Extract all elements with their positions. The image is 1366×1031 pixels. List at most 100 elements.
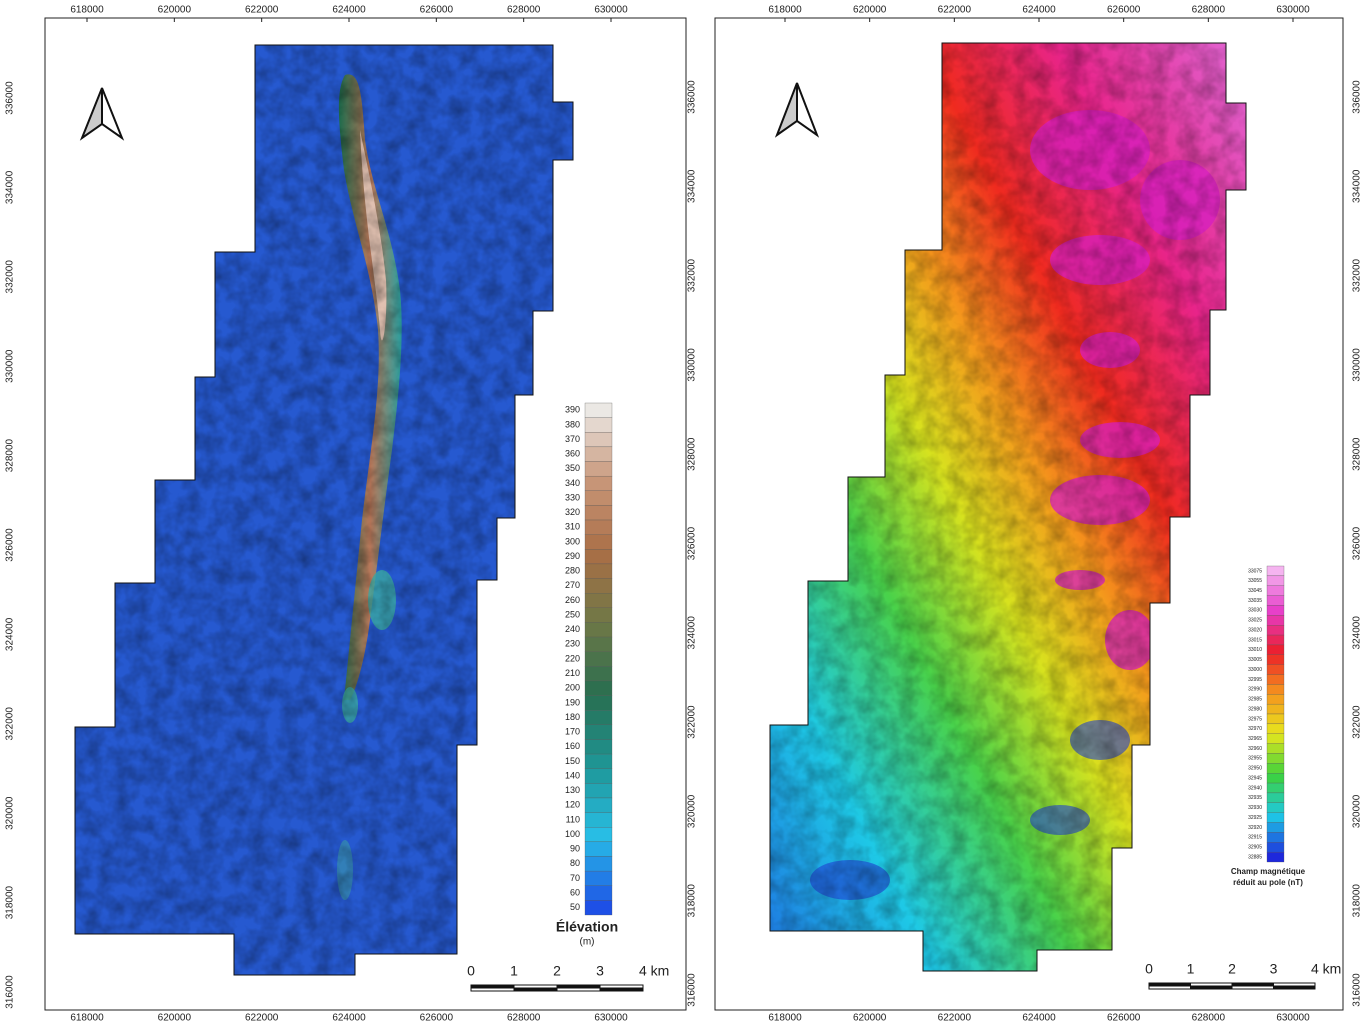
legend-swatch xyxy=(584,432,613,448)
scale-label: 0 xyxy=(1145,961,1153,977)
y-tick-label: 326000 xyxy=(1352,526,1363,560)
x-tick-label: 622000 xyxy=(938,5,972,16)
y-tick-label: 322000 xyxy=(687,705,698,739)
legend-label: 160 xyxy=(565,741,580,751)
x-tick-label: 626000 xyxy=(1107,5,1141,16)
legend-label: 260 xyxy=(565,595,580,605)
y-tick-label: 324000 xyxy=(1352,616,1363,650)
legend-label: 32945 xyxy=(1248,775,1262,781)
legend-swatch xyxy=(584,578,613,594)
x-tick-label: 626000 xyxy=(1107,1013,1141,1024)
y-tick-label: 316000 xyxy=(1352,973,1363,1007)
scale-label: 0 xyxy=(467,963,475,979)
legend-label: 120 xyxy=(565,800,580,810)
legend-label: 32970 xyxy=(1248,726,1262,732)
legend-swatch xyxy=(1266,694,1285,705)
y-tick-label: 334000 xyxy=(687,169,698,203)
y-tick-label: 326000 xyxy=(5,528,16,562)
y-tick-label: 322000 xyxy=(5,707,16,741)
y-tick-label: 328000 xyxy=(1352,437,1363,471)
legend-label: 33025 xyxy=(1248,618,1262,624)
legend-swatch xyxy=(584,402,613,418)
legend-label: 330 xyxy=(565,492,580,502)
x-tick-label: 628000 xyxy=(1192,5,1226,16)
legend-swatch xyxy=(1266,684,1285,695)
legend-swatch xyxy=(1266,743,1285,754)
x-tick-label: 630000 xyxy=(1276,5,1310,16)
legend-title: réduit au pole (nT) xyxy=(1233,878,1303,887)
legend-swatch xyxy=(1266,802,1285,813)
legend-label: 380 xyxy=(565,419,580,429)
x-tick-label: 628000 xyxy=(1192,1013,1226,1024)
legend-swatch xyxy=(584,900,613,916)
legend-label: 190 xyxy=(565,697,580,707)
legend-label: 140 xyxy=(565,770,580,780)
legend-label: 32930 xyxy=(1248,805,1262,811)
legend-label: 33075 xyxy=(1248,568,1262,574)
legend-swatch xyxy=(584,446,613,462)
legend-swatch xyxy=(1266,753,1285,764)
scale-label: 1 xyxy=(1187,961,1195,977)
survey-outline xyxy=(74,44,574,976)
scale-label: 3 xyxy=(596,963,604,979)
legend-swatch xyxy=(1266,644,1285,655)
legend-unit: (m) xyxy=(580,937,595,948)
legend-label: 360 xyxy=(565,449,580,459)
legend-swatch xyxy=(1266,625,1285,636)
y-tick-label: 336000 xyxy=(687,80,698,114)
x-tick-label: 626000 xyxy=(420,1013,454,1024)
legend-label: 250 xyxy=(565,609,580,619)
legend-label: 350 xyxy=(565,463,580,473)
x-tick-label: 622000 xyxy=(245,1013,279,1024)
x-tick-label: 618000 xyxy=(768,1013,802,1024)
x-tick-label: 620000 xyxy=(853,5,887,16)
legend-swatch xyxy=(584,549,613,565)
y-tick-label: 318000 xyxy=(687,884,698,918)
legend-label: 100 xyxy=(565,829,580,839)
scale-label: 2 xyxy=(1228,961,1236,977)
legend-swatch xyxy=(1266,634,1285,646)
x-tick-label: 622000 xyxy=(245,5,279,16)
scale-label: 4 km xyxy=(639,963,669,979)
legend-swatch xyxy=(1266,851,1285,863)
y-tick-label: 330000 xyxy=(687,348,698,382)
legend-label: 70 xyxy=(570,873,580,883)
north-arrow xyxy=(79,82,820,141)
legend-label: 32885 xyxy=(1248,854,1262,860)
scale-segment xyxy=(1231,985,1274,990)
legend-swatch xyxy=(1266,664,1285,675)
legend-label: 390 xyxy=(565,405,580,415)
legend-swatch xyxy=(584,710,613,725)
legend-swatch xyxy=(1266,723,1285,734)
y-tick-label: 320000 xyxy=(5,796,16,830)
legend-label: 50 xyxy=(570,902,580,912)
legend-swatch xyxy=(1266,812,1285,823)
legend-swatch xyxy=(1266,585,1285,596)
legend-label: 33055 xyxy=(1248,578,1262,584)
legend-swatch xyxy=(584,724,613,740)
legend-label: 32975 xyxy=(1248,716,1262,722)
x-tick-label: 624000 xyxy=(332,1013,366,1024)
x-tick-label: 628000 xyxy=(507,1013,541,1024)
legend-swatch xyxy=(584,505,613,521)
scale-segment xyxy=(470,987,515,992)
legend-swatch xyxy=(584,490,613,506)
legend-label: 220 xyxy=(565,653,580,663)
legend-label: 32935 xyxy=(1248,795,1262,801)
scale-label: 4 km xyxy=(1311,961,1341,977)
legend-swatch xyxy=(584,417,613,433)
legend-label: 32985 xyxy=(1248,697,1262,703)
legend-label: 290 xyxy=(565,551,580,561)
scale-label: 3 xyxy=(1270,961,1278,977)
x-tick-label: 626000 xyxy=(420,5,454,16)
legend-swatch xyxy=(1266,575,1285,586)
scale-segment xyxy=(1148,985,1191,990)
legend-swatch xyxy=(584,563,613,579)
legend-swatch xyxy=(584,636,613,652)
legend-label: 33045 xyxy=(1248,588,1262,594)
legend-swatch xyxy=(1266,782,1285,794)
legend-label: 240 xyxy=(565,624,580,634)
legend-label: 32940 xyxy=(1248,785,1262,791)
elevation-map xyxy=(75,45,573,975)
legend-swatch xyxy=(584,753,613,769)
